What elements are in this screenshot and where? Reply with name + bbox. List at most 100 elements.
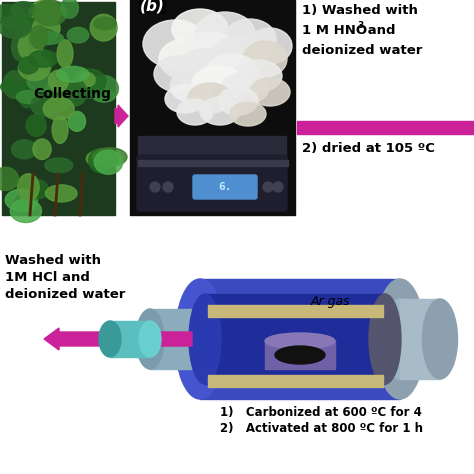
Ellipse shape xyxy=(61,0,79,18)
Ellipse shape xyxy=(15,193,36,212)
Text: Washed with: Washed with xyxy=(5,254,101,267)
Ellipse shape xyxy=(224,19,276,59)
Ellipse shape xyxy=(192,66,244,102)
Ellipse shape xyxy=(18,55,50,81)
Ellipse shape xyxy=(177,99,213,125)
Text: 6.: 6. xyxy=(218,182,232,192)
Ellipse shape xyxy=(57,40,73,68)
Text: 1 M HNO: 1 M HNO xyxy=(302,24,367,37)
Ellipse shape xyxy=(11,1,36,18)
Ellipse shape xyxy=(89,149,112,173)
Ellipse shape xyxy=(64,79,86,106)
Ellipse shape xyxy=(17,91,39,103)
Ellipse shape xyxy=(28,180,48,199)
Ellipse shape xyxy=(375,279,425,399)
Ellipse shape xyxy=(383,299,418,379)
Ellipse shape xyxy=(250,78,290,106)
Ellipse shape xyxy=(18,33,43,60)
Ellipse shape xyxy=(165,85,205,113)
Ellipse shape xyxy=(26,115,46,137)
Ellipse shape xyxy=(29,50,58,67)
Bar xyxy=(208,305,383,317)
Text: deionized water: deionized water xyxy=(302,44,422,57)
Ellipse shape xyxy=(0,80,19,93)
Ellipse shape xyxy=(10,199,42,222)
Ellipse shape xyxy=(369,294,401,384)
Ellipse shape xyxy=(234,60,282,92)
Ellipse shape xyxy=(275,346,325,364)
Bar xyxy=(265,341,335,369)
Ellipse shape xyxy=(248,28,292,64)
Ellipse shape xyxy=(73,69,106,94)
Text: Ar gas: Ar gas xyxy=(310,294,350,308)
FancyArrow shape xyxy=(44,328,192,350)
FancyArrow shape xyxy=(115,105,128,127)
Ellipse shape xyxy=(175,279,225,399)
Text: 1) Washed with: 1) Washed with xyxy=(302,4,418,17)
Text: deionized water: deionized water xyxy=(5,288,126,301)
Ellipse shape xyxy=(177,49,233,89)
Ellipse shape xyxy=(29,5,59,27)
Ellipse shape xyxy=(11,140,37,159)
Bar xyxy=(200,279,400,399)
Ellipse shape xyxy=(159,39,211,79)
Text: and: and xyxy=(363,24,395,37)
Bar xyxy=(2,2,115,215)
Ellipse shape xyxy=(43,98,74,120)
Ellipse shape xyxy=(422,299,457,379)
Text: Collecting: Collecting xyxy=(33,87,111,101)
Ellipse shape xyxy=(46,185,77,202)
Ellipse shape xyxy=(180,32,240,76)
Bar xyxy=(130,0,295,215)
Ellipse shape xyxy=(79,73,95,87)
Ellipse shape xyxy=(67,27,89,43)
Ellipse shape xyxy=(52,116,68,144)
Ellipse shape xyxy=(86,150,115,167)
Ellipse shape xyxy=(90,75,118,102)
Ellipse shape xyxy=(38,23,59,37)
Bar xyxy=(138,160,288,166)
Text: 1)   Carbonized at 600 ºC for 4: 1) Carbonized at 600 ºC for 4 xyxy=(220,406,422,419)
Ellipse shape xyxy=(0,4,23,20)
Ellipse shape xyxy=(243,41,287,77)
Ellipse shape xyxy=(33,0,67,26)
Ellipse shape xyxy=(94,150,123,174)
Ellipse shape xyxy=(5,189,37,211)
Bar xyxy=(138,136,286,164)
Circle shape xyxy=(163,182,173,192)
Ellipse shape xyxy=(139,321,161,357)
Ellipse shape xyxy=(200,97,240,125)
Ellipse shape xyxy=(19,82,35,108)
Ellipse shape xyxy=(71,76,105,99)
Ellipse shape xyxy=(30,32,63,45)
Circle shape xyxy=(273,182,283,192)
Ellipse shape xyxy=(94,18,116,30)
Text: 3: 3 xyxy=(357,21,363,30)
Ellipse shape xyxy=(18,57,38,74)
Ellipse shape xyxy=(0,13,33,29)
Ellipse shape xyxy=(56,66,89,82)
Circle shape xyxy=(263,182,273,192)
Text: 2) dried at 105 ºC: 2) dried at 105 ºC xyxy=(302,142,435,155)
Ellipse shape xyxy=(0,167,18,191)
Ellipse shape xyxy=(0,16,31,38)
Text: 1M HCl and: 1M HCl and xyxy=(5,271,90,284)
Ellipse shape xyxy=(11,33,28,61)
Ellipse shape xyxy=(27,71,55,91)
Ellipse shape xyxy=(188,83,232,113)
Ellipse shape xyxy=(68,111,86,131)
FancyBboxPatch shape xyxy=(137,155,287,211)
Ellipse shape xyxy=(154,56,202,92)
Ellipse shape xyxy=(45,158,73,173)
Ellipse shape xyxy=(45,80,79,102)
Ellipse shape xyxy=(265,333,335,349)
Ellipse shape xyxy=(90,14,117,41)
Ellipse shape xyxy=(3,71,26,99)
Ellipse shape xyxy=(172,9,228,49)
Ellipse shape xyxy=(92,90,115,102)
Ellipse shape xyxy=(14,17,38,38)
Text: (b): (b) xyxy=(140,0,165,13)
Text: 2)   Activated at 800 ºC for 1 h: 2) Activated at 800 ºC for 1 h xyxy=(220,422,423,435)
Ellipse shape xyxy=(25,49,53,75)
Ellipse shape xyxy=(92,148,127,166)
